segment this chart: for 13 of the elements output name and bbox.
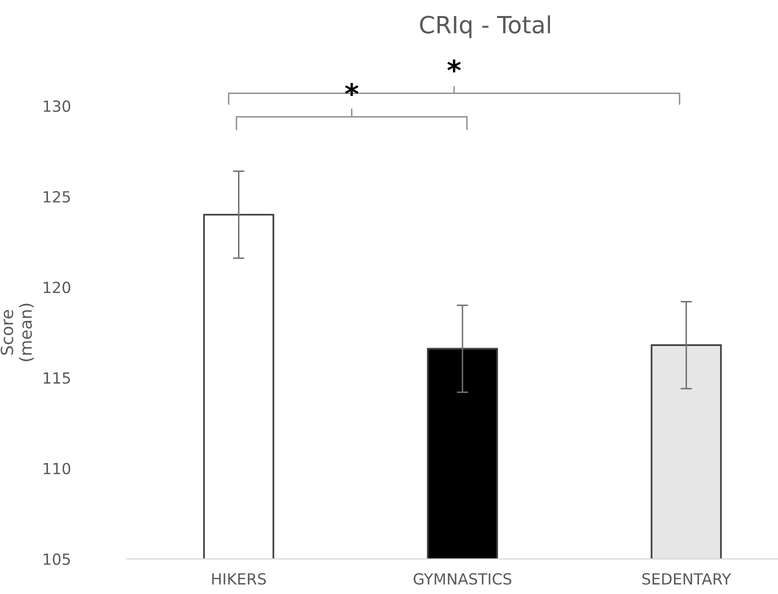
text: * — [447, 59, 461, 72]
y-tick-label: 105 — [44, 553, 70, 565]
y-tick-label: 110 — [44, 462, 70, 474]
y-tick-label: 125 — [44, 191, 70, 203]
x-tick-label: HIKERS — [212, 573, 266, 585]
x-tick-label: GYMNASTICS — [414, 573, 512, 585]
y-tick-label: 120 — [44, 282, 70, 294]
chart-title: CRIq - Total — [420, 15, 550, 38]
y-tick-label: 130 — [44, 100, 70, 112]
x-tick-label: SEDENTARY — [642, 573, 732, 585]
y-tick-label: 115 — [44, 372, 70, 384]
text: * — [345, 83, 358, 96]
y-axis-title: Score (mean) — [0, 304, 34, 362]
